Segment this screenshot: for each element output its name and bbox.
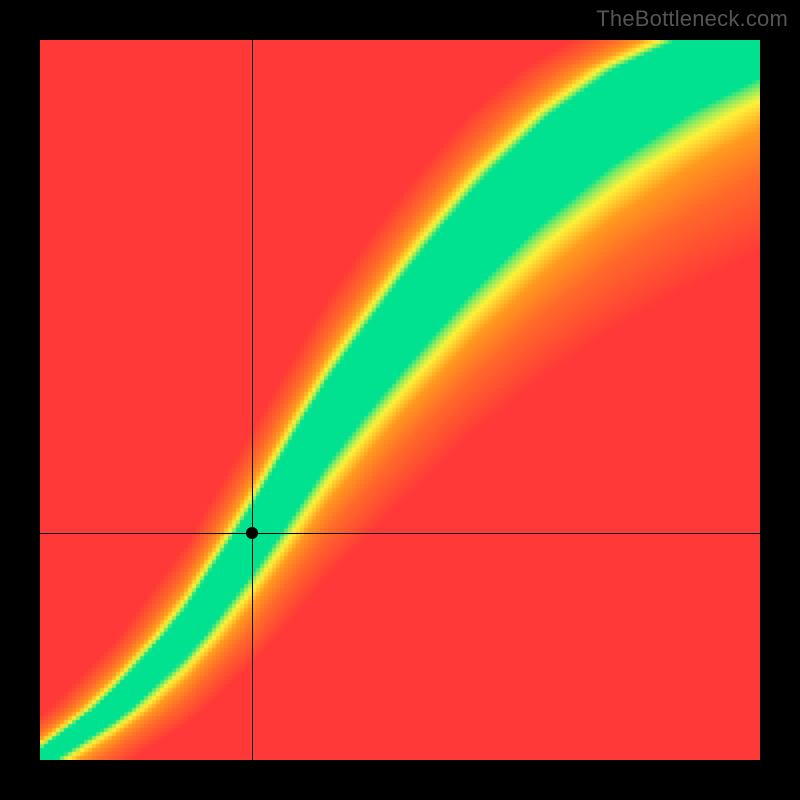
watermark-text: TheBottleneck.com (596, 6, 788, 32)
crosshair-vertical (252, 40, 253, 760)
crosshair-marker (246, 527, 258, 539)
chart-container: TheBottleneck.com (0, 0, 800, 800)
heatmap-plot-area (40, 40, 760, 760)
crosshair-horizontal (40, 533, 760, 534)
heatmap-canvas (40, 40, 760, 760)
